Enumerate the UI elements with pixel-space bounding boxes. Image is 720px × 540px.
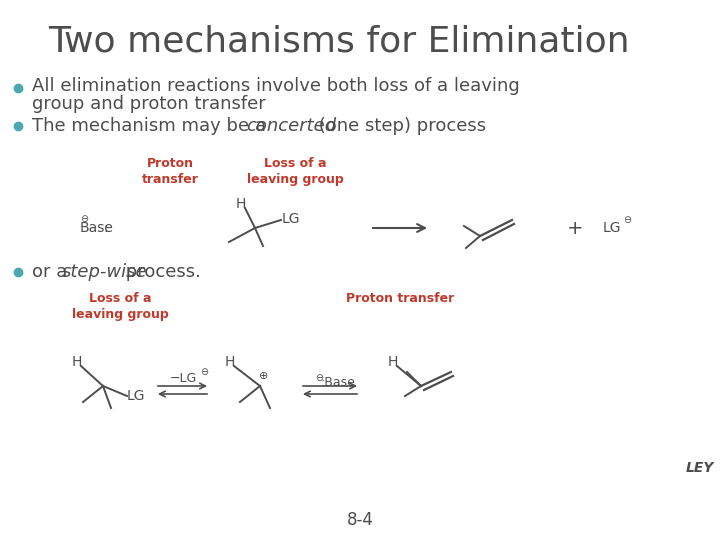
Text: ⊖: ⊖ — [200, 367, 208, 377]
Text: ⊖: ⊖ — [80, 214, 88, 224]
Text: 8-4: 8-4 — [346, 511, 374, 529]
Text: Loss of a
leaving group: Loss of a leaving group — [71, 292, 168, 321]
Text: Base: Base — [80, 221, 114, 235]
Text: :: : — [103, 221, 107, 235]
Text: or a: or a — [32, 263, 73, 281]
Text: ⊕: ⊕ — [259, 371, 269, 381]
Text: Proton
transfer: Proton transfer — [142, 157, 199, 186]
Text: LG: LG — [127, 389, 145, 403]
Text: ⊖: ⊖ — [315, 373, 323, 383]
Text: LG: LG — [603, 221, 621, 235]
Text: −LG: −LG — [169, 372, 197, 384]
Text: H: H — [388, 355, 398, 369]
Text: LG: LG — [282, 212, 300, 226]
Text: Proton transfer: Proton transfer — [346, 292, 454, 305]
Text: +: + — [567, 219, 583, 238]
Text: Two mechanisms for Elimination: Two mechanisms for Elimination — [48, 25, 629, 59]
Text: process.: process. — [120, 263, 201, 281]
Text: The mechanism may be a: The mechanism may be a — [32, 117, 271, 135]
Text: group and proton transfer: group and proton transfer — [32, 95, 266, 113]
Text: step-wise: step-wise — [62, 263, 148, 281]
Text: H: H — [72, 355, 82, 369]
Text: :Base: :Base — [320, 375, 355, 388]
Text: Loss of a
leaving group: Loss of a leaving group — [247, 157, 343, 186]
Text: H: H — [225, 355, 235, 369]
Text: (one step) process: (one step) process — [313, 117, 486, 135]
Text: concerted: concerted — [246, 117, 336, 135]
Text: All elimination reactions involve both loss of a leaving: All elimination reactions involve both l… — [32, 77, 520, 95]
Text: H: H — [236, 197, 246, 211]
Text: ⊖: ⊖ — [623, 215, 631, 225]
Text: LEY: LEY — [685, 461, 714, 475]
